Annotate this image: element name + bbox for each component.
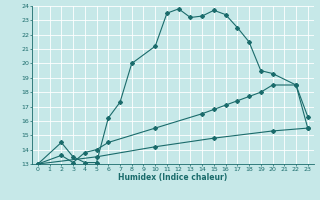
X-axis label: Humidex (Indice chaleur): Humidex (Indice chaleur) [118,173,228,182]
